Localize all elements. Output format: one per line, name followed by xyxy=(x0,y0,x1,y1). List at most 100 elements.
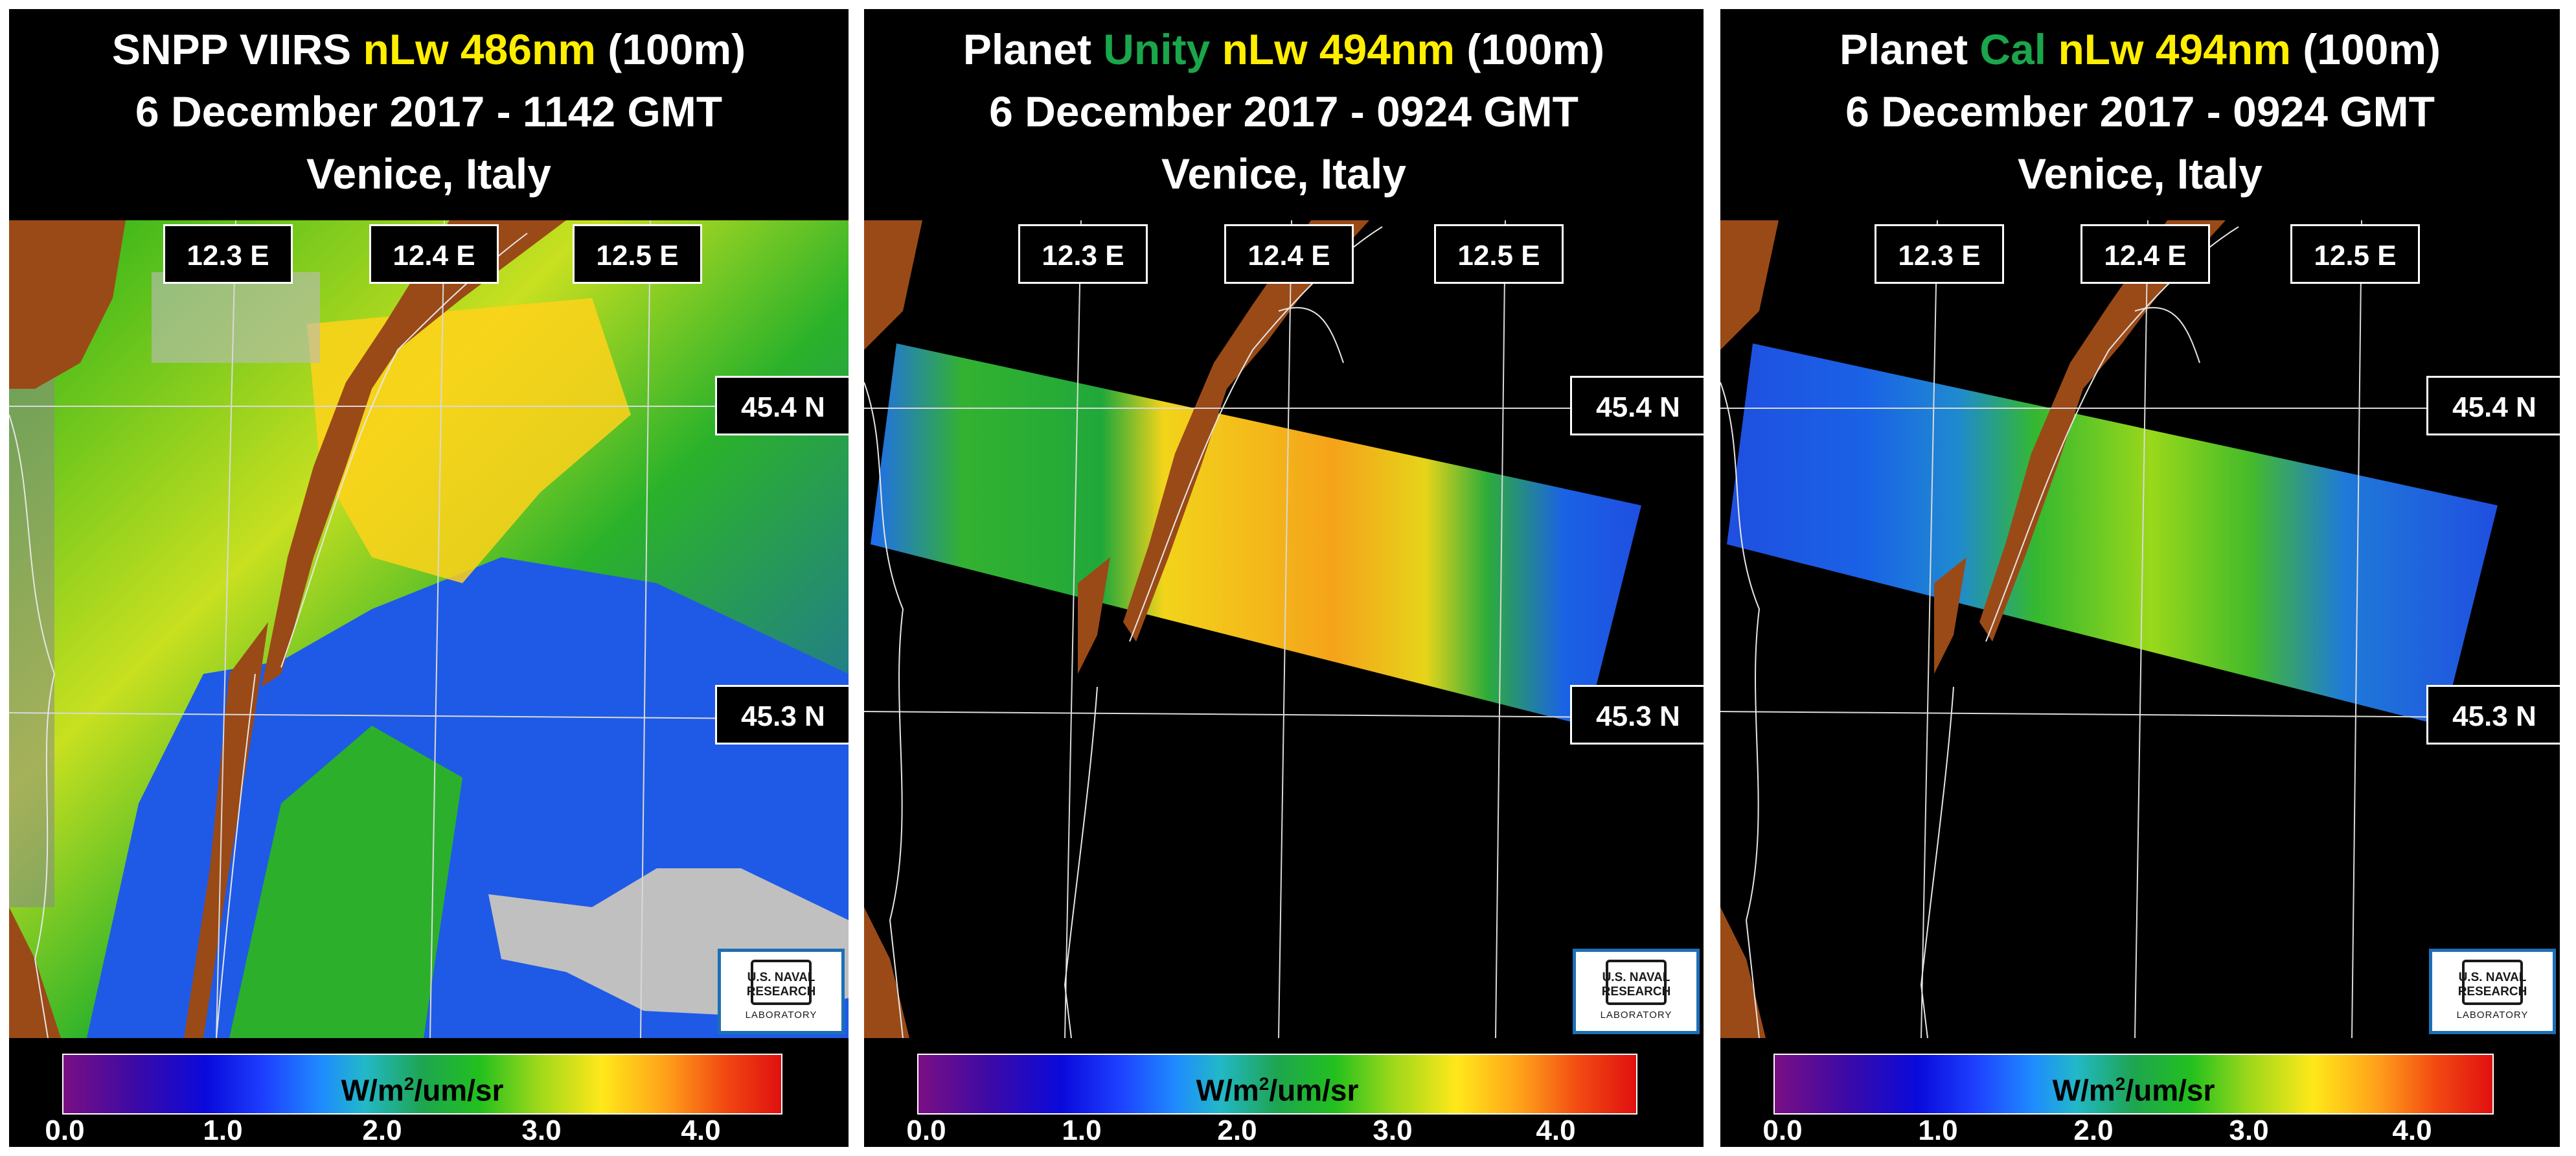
logo-text: RESEARCH xyxy=(1601,985,1671,999)
title-seg: nLw 486nm xyxy=(363,25,596,73)
title-seg: Cal xyxy=(1979,25,2047,73)
land-lido xyxy=(1979,220,2226,642)
lon-label: 12.4 E xyxy=(369,224,499,284)
colorbar-ticks: 0.0 1.0 2.0 3.0 4.0 xyxy=(1720,1115,2560,1147)
graticule xyxy=(9,220,849,1038)
units-text: /um/sr xyxy=(1269,1073,1359,1107)
colorbar-tick: 0.0 xyxy=(906,1115,946,1146)
color-scale: W/m2/um/sr 0.0 1.0 2.0 3.0 4.0 xyxy=(1720,1038,2560,1147)
water-field-green xyxy=(9,220,849,1038)
title-seg: (100m) xyxy=(2290,25,2441,73)
lon-label: 12.5 E xyxy=(573,224,702,284)
title-line-1: SNPP VIIRS nLw 486nm (100m) xyxy=(9,18,849,80)
title-line-1: Planet Unity nLw 494nm (100m) xyxy=(864,18,1704,80)
nrl-logo: U.S. NAVAL RESEARCH LABORATORY xyxy=(718,949,845,1034)
colorbar-units: W/m2/um/sr xyxy=(1775,1055,2492,1119)
colorbar-tick: 4.0 xyxy=(1536,1115,1576,1146)
lat-label: 45.4 N xyxy=(2426,376,2560,435)
colorbar-tick: 3.0 xyxy=(521,1115,562,1146)
lat-label: 45.4 N xyxy=(715,376,849,435)
scene-swath xyxy=(1727,343,2498,726)
units-text: /um/sr xyxy=(2125,1073,2215,1107)
colorbar-tick: 4.0 xyxy=(681,1115,721,1146)
title-seg: nLw 494nm xyxy=(2046,25,2291,73)
title-seg: Planet xyxy=(963,25,1104,73)
nrl-logo: U.S. NAVAL RESEARCH LABORATORY xyxy=(2429,949,2556,1034)
lon-label: 12.4 E xyxy=(1224,224,1354,284)
logo-text: RESEARCH xyxy=(746,985,816,999)
colorbar-tick: 2.0 xyxy=(2073,1115,2114,1146)
logo-text: RESEARCH xyxy=(2457,985,2527,999)
colorbar-tick: 1.0 xyxy=(1062,1115,1102,1146)
panel-title: Planet Unity nLw 494nm (100m) 6 December… xyxy=(864,9,1704,229)
title-line-3: Venice, Italy xyxy=(306,150,551,198)
land-pellestrina xyxy=(184,622,268,1038)
colorbar-tick: 3.0 xyxy=(2229,1115,2269,1146)
logo-text: U.S. NAVAL xyxy=(1602,971,1670,984)
units-sup: 2 xyxy=(2115,1074,2126,1094)
land-mainland xyxy=(9,907,61,1038)
lon-label: 12.3 E xyxy=(1018,224,1148,284)
color-scale: W/m2/um/sr 0.0 1.0 2.0 3.0 4.0 xyxy=(9,1038,849,1147)
land-mainland xyxy=(9,220,126,389)
panel-planet-cal: Planet Cal nLw 494nm (100m) 6 December 2… xyxy=(1720,9,2560,1147)
logo-text: LABORATORY xyxy=(745,1010,817,1021)
land-lido xyxy=(1123,220,1369,642)
title-line-1: Planet Cal nLw 494nm (100m) xyxy=(1720,18,2560,80)
map-view: 12.3 E 12.4 E 12.5 E 45.4 N 45.3 N U.S. … xyxy=(9,220,849,1038)
colorbar-ticks: 0.0 1.0 2.0 3.0 4.0 xyxy=(864,1115,1704,1147)
units-sup: 2 xyxy=(404,1074,415,1094)
nrl-logo: U.S. NAVAL RESEARCH LABORATORY xyxy=(1573,949,1700,1034)
lat-label: 45.3 N xyxy=(715,685,849,745)
lon-label: 12.4 E xyxy=(2080,224,2210,284)
panel-viirs: SNPP VIIRS nLw 486nm (100m) 6 December 2… xyxy=(9,9,849,1147)
panel-planet-unity: Planet Unity nLw 494nm (100m) 6 December… xyxy=(864,9,1704,1147)
logo-text: U.S. NAVAL xyxy=(747,971,815,984)
lon-label: 12.5 E xyxy=(1434,224,1564,284)
colorbar-ticks: 0.0 1.0 2.0 3.0 4.0 xyxy=(9,1115,849,1147)
title-line-3: Venice, Italy xyxy=(1161,150,1406,198)
units-text: W/m xyxy=(2052,1073,2115,1107)
panel-title: Planet Cal nLw 494nm (100m) 6 December 2… xyxy=(1720,9,2560,229)
logo-emblem xyxy=(1606,960,1667,1005)
graticule xyxy=(1720,220,2560,1038)
land-mainland xyxy=(864,907,909,1038)
land-mainland xyxy=(864,220,922,350)
colorbar-tick: 1.0 xyxy=(203,1115,243,1146)
map-view: 12.3 E 12.4 E 12.5 E 45.4 N 45.3 N U.S. … xyxy=(864,220,1704,1038)
logo-emblem xyxy=(751,960,812,1005)
lon-label: 12.3 E xyxy=(163,224,293,284)
colorbar-tick: 0.0 xyxy=(45,1115,85,1146)
title-seg: Unity xyxy=(1103,25,1211,73)
units-sup: 2 xyxy=(1259,1074,1270,1094)
title-line-2: 6 December 2017 - 0924 GMT xyxy=(989,87,1579,135)
masked-pixels xyxy=(152,272,320,363)
units-text: /um/sr xyxy=(414,1073,504,1107)
colorbar-units: W/m2/um/sr xyxy=(63,1055,781,1119)
title-line-2: 6 December 2017 - 1142 GMT xyxy=(135,87,723,135)
title-seg: nLw 494nm xyxy=(1210,25,1455,73)
graticule xyxy=(864,220,1704,1038)
colorbar: W/m2/um/sr xyxy=(62,1054,782,1115)
lat-label: 45.4 N xyxy=(1570,376,1704,435)
title-line-3: Venice, Italy xyxy=(2018,150,2263,198)
map-view: 12.3 E 12.4 E 12.5 E 45.4 N 45.3 N U.S. … xyxy=(1720,220,2560,1038)
lon-label: 12.5 E xyxy=(2290,224,2420,284)
colorbar-tick: 1.0 xyxy=(1918,1115,1958,1146)
colorbar-tick: 0.0 xyxy=(1762,1115,1803,1146)
logo-emblem xyxy=(2462,960,2523,1005)
title-seg: (100m) xyxy=(1455,25,1605,73)
land-mainland xyxy=(1720,220,1779,350)
scene-swath xyxy=(871,343,1641,726)
lat-label: 45.3 N xyxy=(1570,685,1704,745)
color-scale: W/m2/um/sr 0.0 1.0 2.0 3.0 4.0 xyxy=(864,1038,1704,1147)
units-text: W/m xyxy=(1196,1073,1259,1107)
title-line-2: 6 December 2017 - 0924 GMT xyxy=(1845,87,2435,135)
units-text: W/m xyxy=(341,1073,404,1107)
map-canvas xyxy=(864,220,1704,1038)
title-seg: Planet xyxy=(1840,25,1980,73)
colorbar-tick: 2.0 xyxy=(1217,1115,1257,1146)
colorbar-tick: 3.0 xyxy=(1373,1115,1413,1146)
colorbar-tick: 4.0 xyxy=(2392,1115,2432,1146)
colorbar: W/m2/um/sr xyxy=(1773,1054,2494,1115)
